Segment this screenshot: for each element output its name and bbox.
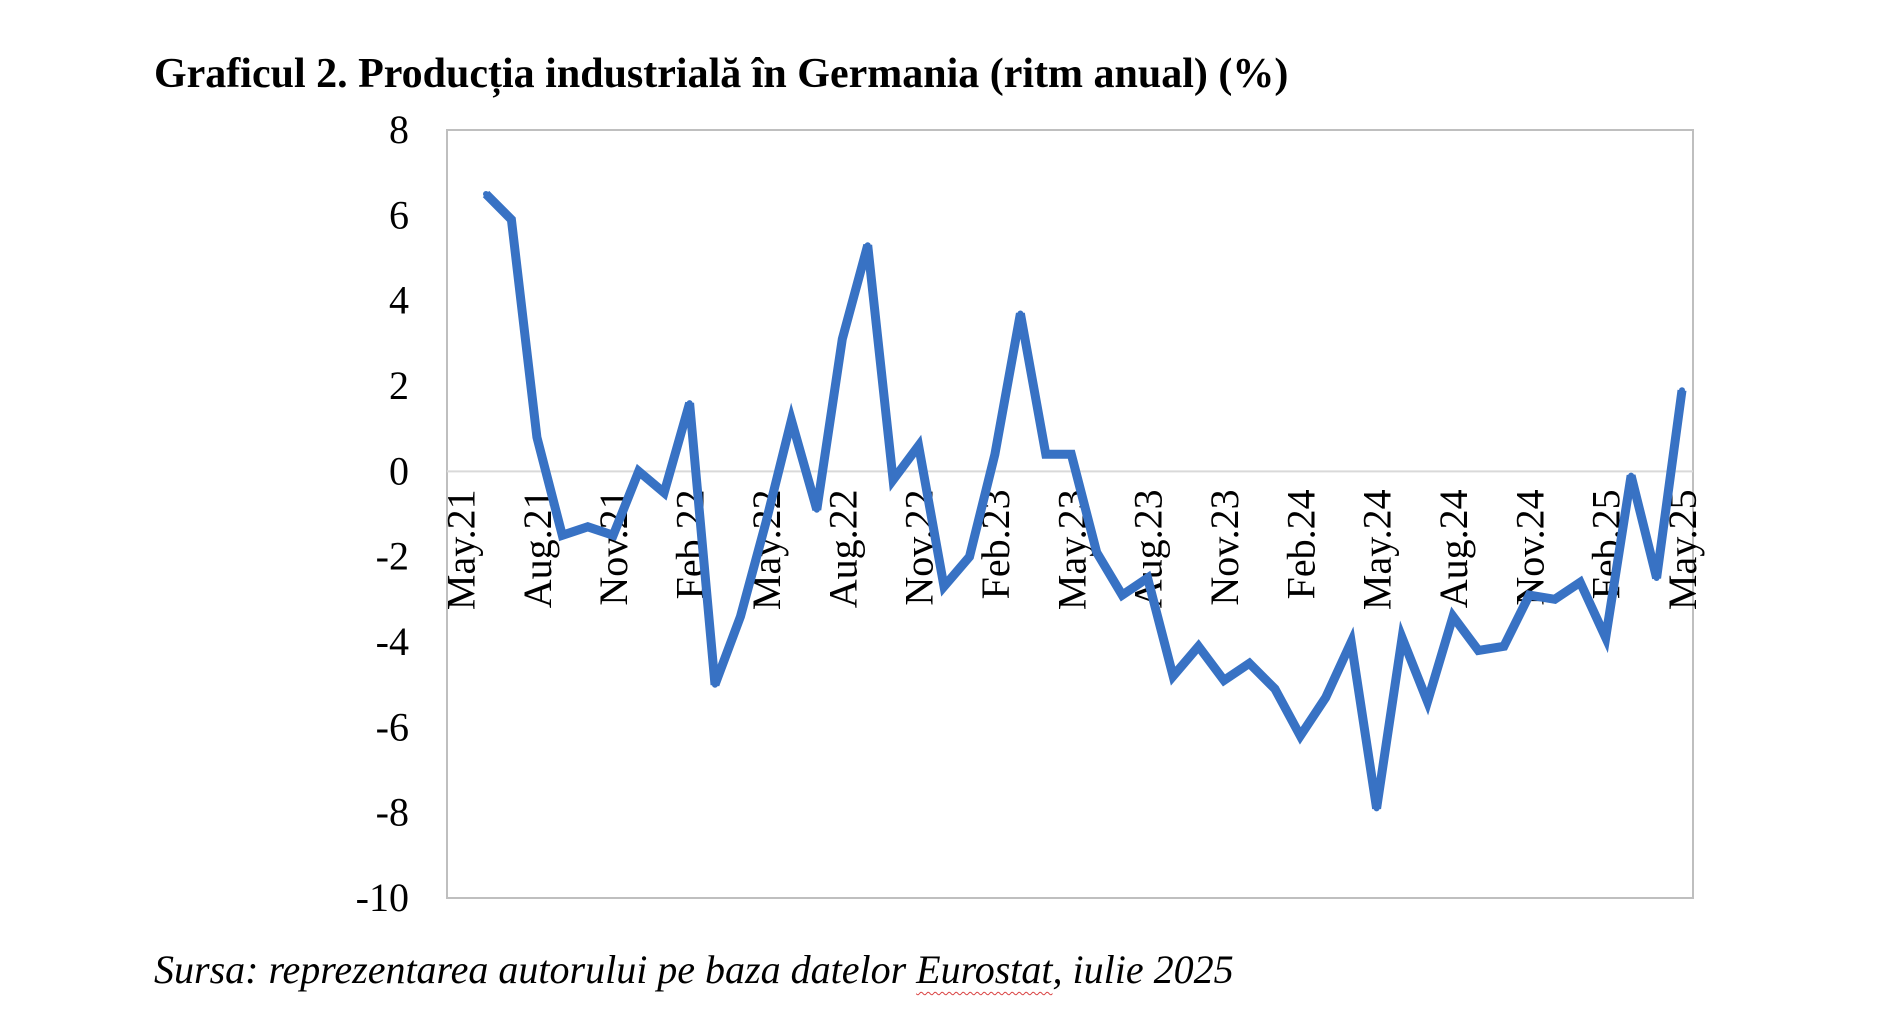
data-point (1068, 451, 1075, 458)
x-tick-label: Aug.22 (820, 489, 865, 608)
data-point (788, 417, 795, 424)
data-point (1551, 596, 1558, 603)
y-tick-label: -8 (376, 790, 409, 835)
y-tick-label: 6 (389, 192, 409, 237)
data-point (941, 583, 947, 590)
data-point (483, 191, 489, 197)
data-point (1526, 592, 1533, 599)
data-point (1170, 673, 1177, 680)
data-point (686, 400, 693, 407)
data-point (813, 506, 820, 513)
x-axis-ticks: May.21 Aug.21 Nov.21 Feb.22 May.22 Aug.22 Nov.… (439, 489, 1705, 610)
data-point (1221, 677, 1227, 684)
data-point (1271, 685, 1278, 692)
source-note: Sursa: reprezentarea autorului pe baza d… (154, 946, 1234, 993)
data-point (915, 442, 922, 449)
data-point (1322, 694, 1329, 701)
data-point (610, 532, 617, 539)
data-point (1017, 310, 1024, 317)
source-suffix: , iulie 2025 (1052, 947, 1234, 992)
chart-title: Graficul 2. Producția industrială în Ger… (154, 51, 1289, 97)
data-point (991, 451, 998, 458)
x-tick-label: May.24 (1355, 489, 1400, 610)
data-point (839, 336, 846, 343)
data-point (712, 681, 718, 688)
data-point (508, 216, 515, 223)
data-point (533, 434, 540, 441)
data-point (584, 523, 591, 530)
data-point (1348, 639, 1355, 645)
data-point (1093, 549, 1100, 556)
data-point (1475, 647, 1482, 654)
data-point (661, 489, 668, 496)
data-point (559, 532, 566, 539)
data-point (1602, 634, 1609, 641)
x-tick-label: Nov.24 (1507, 489, 1552, 605)
data-point (1628, 472, 1635, 479)
data-point (1399, 634, 1406, 641)
data-point (966, 553, 973, 560)
data-point (737, 613, 744, 620)
y-tick-label: -4 (376, 619, 409, 664)
y-tick-label: -6 (376, 704, 409, 749)
data-point (1500, 643, 1507, 650)
series-line (482, 190, 1687, 810)
x-tick-label: May.21 (439, 489, 484, 610)
y-axis-ticks: 8 6 4 2 0 -2 -4 -6 -8 -10 (356, 107, 409, 920)
y-tick-label: 2 (389, 363, 409, 408)
x-tick-label: Nov.21 (591, 489, 636, 605)
y-tick-label: -2 (376, 534, 409, 579)
data-point (1042, 451, 1049, 458)
data-point (1144, 575, 1151, 581)
data-point (1653, 575, 1660, 581)
plot-frame (446, 129, 1694, 899)
data-point (635, 468, 642, 475)
data-point (1195, 643, 1202, 650)
y-tick-label: 8 (389, 107, 409, 152)
data-point (1424, 698, 1431, 705)
data-point (1450, 613, 1456, 620)
x-tick-label: Nov.23 (1202, 489, 1247, 605)
data-point (1577, 579, 1584, 586)
data-point (890, 476, 897, 483)
data-points (483, 191, 1685, 812)
data-point (762, 519, 769, 526)
y-tick-label: -10 (356, 875, 409, 920)
x-tick-label: Aug.24 (1431, 489, 1476, 608)
source-link-eurostat: Eurostat (916, 947, 1053, 992)
data-point (1119, 592, 1126, 599)
source-prefix: Sursa: reprezentarea autorului pe baza d… (154, 947, 917, 992)
data-point (1373, 805, 1380, 812)
x-tick-label: Feb.24 (1278, 489, 1323, 599)
data-point (1246, 660, 1253, 667)
data-point (1297, 732, 1304, 739)
y-tick-label: 0 (389, 448, 409, 493)
data-point (1679, 387, 1685, 394)
data-point (864, 242, 871, 249)
y-tick-label: 4 (389, 278, 409, 323)
